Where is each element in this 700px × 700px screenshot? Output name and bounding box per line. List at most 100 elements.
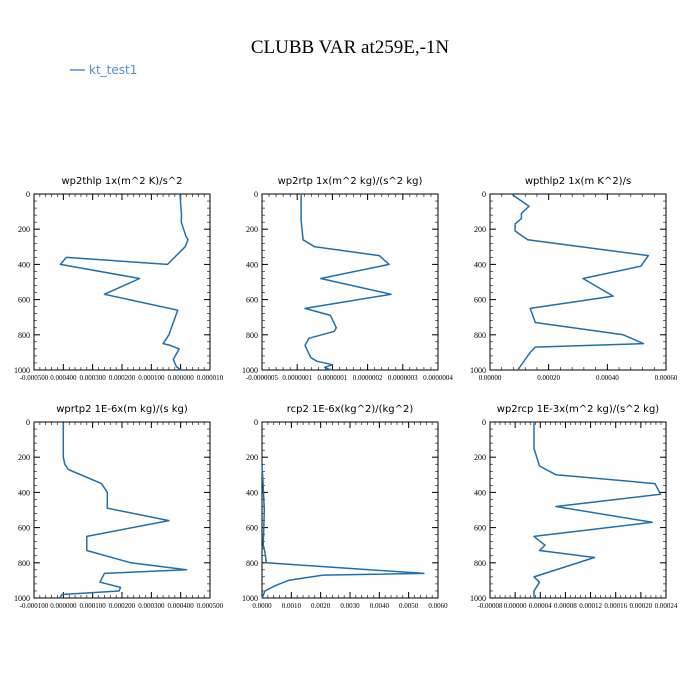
x-tick-label: 0.000300 (80, 374, 107, 382)
y-tick-label: 1000 (242, 366, 258, 375)
x-tick-label: 0.000200 (109, 374, 136, 382)
y-tick-label: 1000 (14, 366, 30, 375)
y-tick-label: 200 (474, 225, 486, 234)
y-tick-label: 600 (474, 524, 486, 533)
x-tick-label: 0.000400 (50, 374, 77, 382)
plot-frame (261, 421, 439, 599)
x-tick-label: 0.0060 (428, 602, 448, 610)
x-tick-label: 0.00004 (529, 602, 552, 610)
x-tick-label: 0.00020 (537, 374, 560, 382)
x-tick-label: 0.00000 (504, 602, 527, 610)
x-tick-label: -0.0000005 (246, 374, 279, 382)
panel-3: wpthlp2 1x(m K^2)/s020040060080010000.00… (470, 176, 678, 382)
panel-title: wp2rcp 1E-3x(m^2 kg)/(s^2 kg) (497, 404, 660, 415)
x-tick-label: 0.00016 (604, 602, 627, 610)
y-tick-label: 0 (254, 418, 258, 427)
x-tick-label: 0.00012 (579, 602, 602, 610)
x-tick-label: 0.0020 (311, 602, 331, 610)
y-tick-label: 400 (18, 488, 30, 497)
series-line (512, 194, 650, 371)
y-tick-label: 400 (474, 260, 486, 269)
x-tick-label: 0.000010 (197, 374, 224, 382)
y-tick-label: 200 (246, 453, 258, 462)
x-tick-label: 0.000000 (50, 602, 77, 610)
x-tick-label: 0.000000 (168, 374, 195, 382)
panel-title: wp2rtp 1x(m^2 kg)/(s^2 kg) (278, 176, 423, 187)
y-tick-label: 0 (482, 190, 486, 199)
y-tick-label: 600 (246, 524, 258, 533)
x-tick-label: -0.000100 (20, 602, 49, 610)
y-tick-label: 200 (18, 225, 30, 234)
panel-1: wp2thlp 1x(m^2 K)/s^2 0 200 400 600 800 1000-0… (14, 176, 224, 382)
x-tick-label: 0.000500 (197, 602, 224, 610)
y-tick-label: 400 (18, 260, 30, 269)
panel-title: wp2thlp 1x(m^2 K)/s^2 (61, 176, 182, 187)
x-tick-label: 0.0050 (399, 602, 419, 610)
x-tick-label: 0.0000001 (282, 374, 312, 382)
plot-frame (33, 421, 211, 599)
legend-label: kt_test1 (89, 63, 137, 77)
panel-6: wp2rcp 1E-3x(m^2 kg)/(s^2 kg) 0 200 400 600 8… (470, 404, 678, 610)
x-tick-label: 0.0030 (340, 602, 360, 610)
x-tick-label: 0.000200 (109, 602, 136, 610)
x-tick-label: 0.00008 (554, 602, 577, 610)
y-tick-label: 800 (18, 559, 30, 568)
plot-frame (33, 193, 211, 371)
y-tick-label: 600 (246, 296, 258, 305)
panel-5: rcp2 1E-6x(kg^2)/(kg^2) 0 200 400 600 800 1000… (242, 404, 448, 610)
x-tick-label: 0.00040 (596, 374, 619, 382)
x-tick-label: 0.000400 (168, 602, 195, 610)
panel-4: wprtp2 1E-6x(m kg)/(s kg) 0 200 400 600 800 10… (14, 404, 224, 610)
x-tick-label: 0.0000002 (353, 374, 383, 382)
y-tick-label: 600 (474, 296, 486, 305)
y-tick-label: 800 (246, 331, 258, 340)
series-line (533, 422, 662, 598)
y-tick-label: 1000 (470, 594, 486, 603)
series-line (300, 194, 392, 371)
x-tick-label: 0.0000 (252, 602, 272, 610)
panel-title: wpthlp2 1x(m K^2)/s (525, 176, 631, 187)
x-tick-label: 0.000100 (80, 602, 107, 610)
x-tick-label: 0.000100 (138, 374, 165, 382)
x-tick-label: 0.00060 (655, 374, 678, 382)
series-line (261, 465, 425, 599)
y-tick-label: 1000 (14, 594, 30, 603)
x-tick-label: 0.00020 (629, 602, 652, 610)
legend: kt_test1 (70, 63, 137, 77)
x-tick-label: 0.0000004 (423, 374, 453, 382)
series-line (59, 194, 189, 371)
y-tick-label: 800 (474, 331, 486, 340)
x-tick-label: -0.000500 (20, 374, 49, 382)
panel-title: rcp2 1E-6x(kg^2)/(kg^2) (287, 404, 414, 415)
y-tick-label: 0 (482, 418, 486, 427)
y-tick-label: 600 (18, 524, 30, 533)
x-tick-label: 0.00000 (479, 374, 502, 382)
y-tick-label: 400 (246, 488, 258, 497)
series-line (59, 422, 188, 599)
x-tick-label: 0.0010 (282, 602, 302, 610)
plot-frame (489, 421, 667, 599)
x-tick-label: 0.0000003 (388, 374, 418, 382)
y-tick-label: 600 (18, 296, 30, 305)
main-title: CLUBB VAR at259E,-1N (251, 37, 450, 58)
y-tick-label: 800 (246, 559, 258, 568)
panels: wp2thlp 1x(m^2 K)/s^202004006008001000-0… (14, 176, 678, 610)
y-tick-label: 1000 (242, 594, 258, 603)
panel-2: wp2rtp 1x(m^2 kg)/(s^2 kg) 0 200 400 600 800 1… (242, 176, 453, 382)
y-tick-label: 400 (246, 260, 258, 269)
y-tick-label: 0 (26, 190, 30, 199)
x-tick-label: 0.0000001 (318, 374, 348, 382)
y-tick-label: 0 (26, 418, 30, 427)
y-tick-label: 400 (474, 488, 486, 497)
y-tick-label: 800 (474, 559, 486, 568)
x-tick-label: 0.0040 (370, 602, 390, 610)
y-tick-label: 800 (18, 331, 30, 340)
panel-title: wprtp2 1E-6x(m kg)/(s kg) (56, 404, 188, 415)
y-tick-label: 200 (246, 225, 258, 234)
x-tick-label: 0.000300 (138, 602, 165, 610)
x-tick-label: -0.00008 (477, 602, 503, 610)
y-tick-label: 1000 (470, 366, 486, 375)
plot-frame (261, 193, 439, 371)
y-tick-label: 200 (474, 453, 486, 462)
